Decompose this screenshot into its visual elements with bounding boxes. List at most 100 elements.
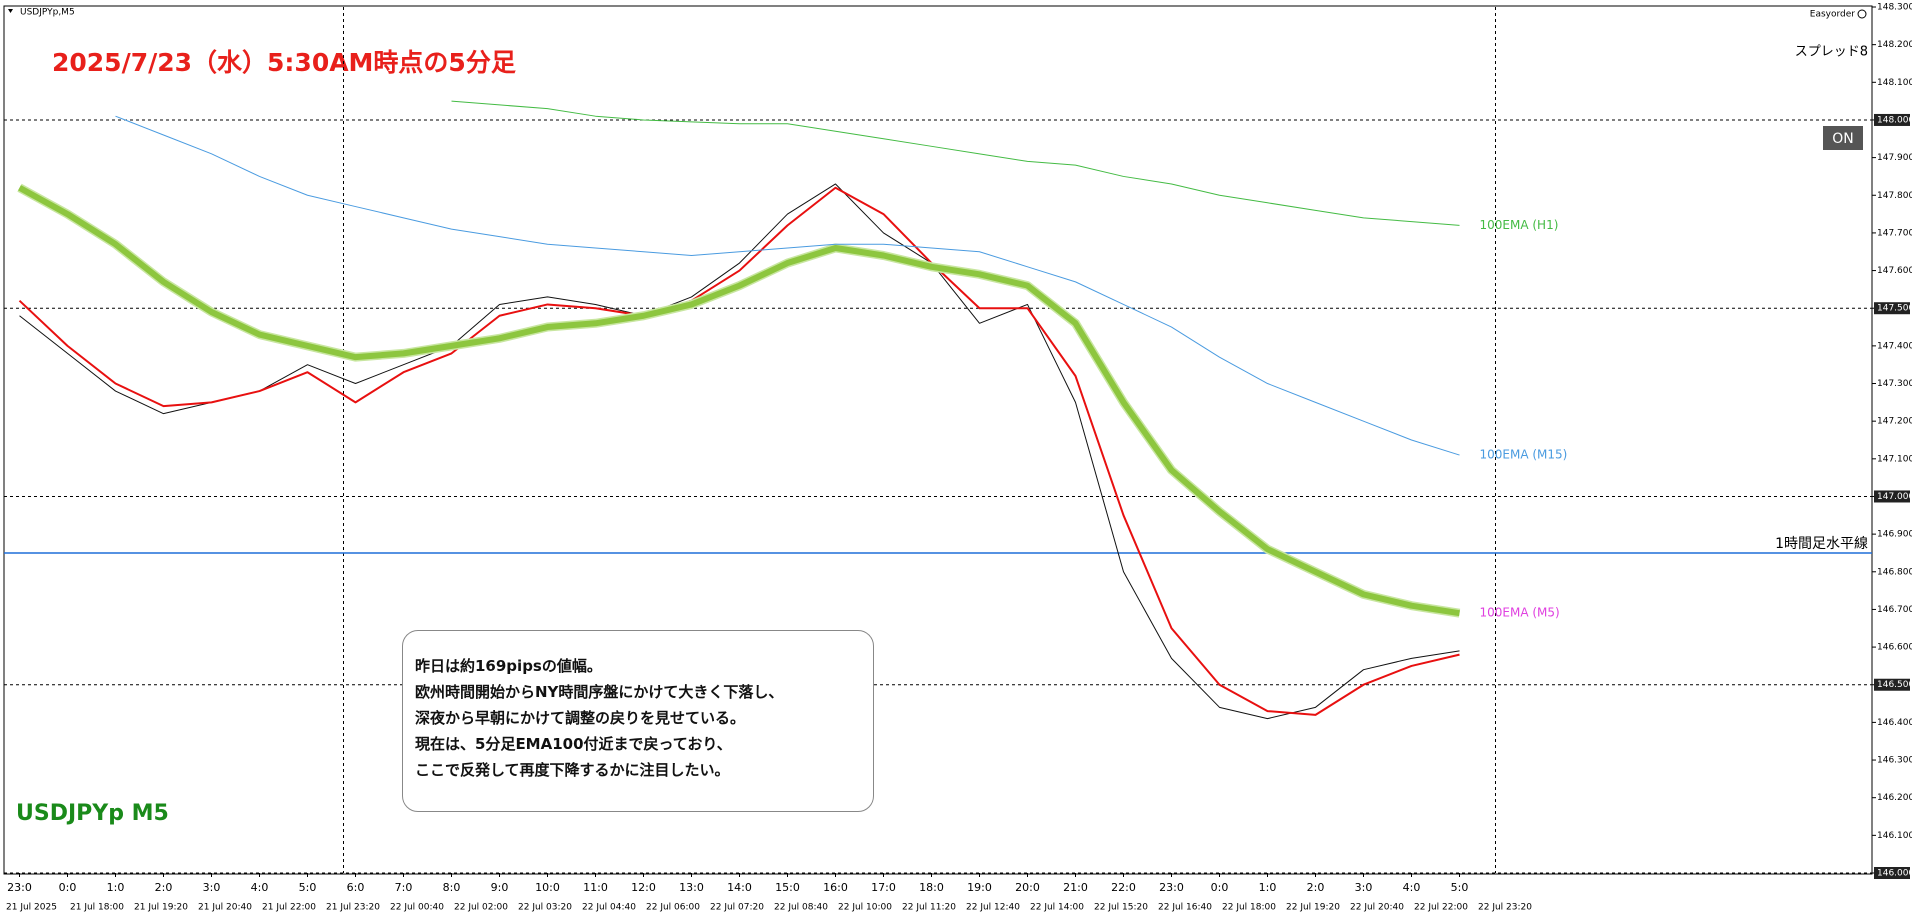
hline-label: 1時間足水平線 <box>1775 536 1868 552</box>
y-tick-label: 146.500 <box>1877 680 1912 690</box>
series-line <box>115 115 1460 456</box>
series-label: 100EMA (M15) <box>1480 448 1568 462</box>
x-tick-label: 5:0 <box>299 881 317 894</box>
x-tick-label: 14:0 <box>727 881 752 894</box>
x-tick-label: 23:0 <box>1159 881 1184 894</box>
y-tick-label: 147.200 <box>1877 417 1912 427</box>
x-tick-label: 0:0 <box>1211 881 1229 894</box>
x-tick-label: 13:0 <box>679 881 704 894</box>
x-tick-label: 18:0 <box>919 881 944 894</box>
date-label: 22 Jul 23:20 <box>1478 903 1532 913</box>
date-label: 21 Jul 2025 <box>6 903 57 913</box>
y-tick-box <box>1874 302 1910 315</box>
plot-frame <box>3 5 1873 875</box>
x-tick-label: 5:0 <box>1451 881 1469 894</box>
y-tick-label: 146.900 <box>1877 530 1912 540</box>
x-tick-label: 2:0 <box>155 881 173 894</box>
series-label: 100EMA (M5) <box>1480 606 1560 620</box>
y-tick-label: 147.300 <box>1877 379 1912 389</box>
x-tick-label: 4:0 <box>1403 881 1421 894</box>
x-tick-label: 20:0 <box>1015 881 1040 894</box>
y-tick-label: 146.600 <box>1877 643 1912 653</box>
y-tick-label: 148.300 <box>1877 3 1912 13</box>
x-tick-label: 12:0 <box>631 881 656 894</box>
date-label: 22 Jul 02:00 <box>454 903 508 913</box>
date-label: 22 Jul 00:40 <box>390 903 444 913</box>
y-tick-label: 147.400 <box>1877 341 1912 351</box>
series-line <box>18 185 1460 617</box>
y-tick-label: 146.000 <box>1877 869 1912 879</box>
note-line: ここで反発して再度下降するかに注目したい。 <box>415 761 730 779</box>
x-tick-label: 4:0 <box>251 881 269 894</box>
x-tick-label: 7:0 <box>395 881 413 894</box>
date-label: 22 Jul 18:00 <box>1222 903 1276 913</box>
date-label: 22 Jul 08:40 <box>774 903 828 913</box>
date-label: 22 Jul 22:00 <box>1414 903 1468 913</box>
x-tick-label: 9:0 <box>491 881 509 894</box>
y-tick-label: 147.800 <box>1877 191 1912 201</box>
y-tick-box <box>1874 867 1910 879</box>
y-tick-label: 147.900 <box>1877 153 1912 163</box>
date-label: 22 Jul 11:20 <box>902 903 956 913</box>
date-label: 22 Jul 16:40 <box>1158 903 1212 913</box>
x-tick-label: 1:0 <box>1259 881 1277 894</box>
series-line <box>18 186 1460 716</box>
note-line: 深夜から早朝にかけて調整の戻りを見せている。 <box>415 709 746 727</box>
y-tick-box <box>1874 113 1910 126</box>
x-tick-label: 10:0 <box>535 881 560 894</box>
x-tick-label: 3:0 <box>203 881 221 894</box>
note-line: 昨日は約169pipsの値幅。 <box>415 657 602 675</box>
x-tick-label: 11:0 <box>583 881 608 894</box>
x-tick-label: 16:0 <box>823 881 848 894</box>
y-tick-label: 147.600 <box>1877 266 1912 276</box>
date-label: 22 Jul 04:40 <box>582 903 636 913</box>
series-label: 100EMA (H1) <box>1480 218 1559 232</box>
date-label: 22 Jul 10:00 <box>838 903 892 913</box>
y-tick-label: 146.400 <box>1877 718 1912 728</box>
y-tick-label: 148.100 <box>1877 78 1912 88</box>
date-label: 22 Jul 14:00 <box>1030 903 1084 913</box>
y-tick-box <box>1874 678 1910 691</box>
date-label: 22 Jul 03:20 <box>518 903 572 913</box>
spread-label: スプレッド8 <box>1795 45 1868 60</box>
date-label: 21 Jul 22:00 <box>262 903 316 913</box>
x-tick-label: 3:0 <box>1355 881 1373 894</box>
date-label: 22 Jul 19:20 <box>1286 903 1340 913</box>
date-label: 22 Jul 20:40 <box>1350 903 1404 913</box>
x-tick-label: 23:0 <box>7 881 32 894</box>
y-tick-label: 146.100 <box>1877 831 1912 841</box>
x-tick-label: 19:0 <box>967 881 992 894</box>
menu-icon <box>8 9 13 13</box>
note-line: 現在は、5分足EMA100付近まで戻っており、 <box>415 735 732 753</box>
watermark: USDJPYp M5 <box>16 801 169 826</box>
x-tick-label: 0:0 <box>59 881 77 894</box>
symbol-label: USDJPYp,M5 <box>20 8 75 18</box>
broker-icon <box>1857 9 1867 19</box>
date-label: 22 Jul 07:20 <box>710 903 764 913</box>
y-tick-label: 146.800 <box>1877 567 1912 577</box>
x-tick-label: 15:0 <box>775 881 800 894</box>
note-box: 昨日は約169pipsの値幅。 欧州時間開始からNY時間序盤にかけて大きく下落し、… <box>402 630 874 812</box>
y-tick-label: 147.000 <box>1877 492 1912 502</box>
y-tick-label: 146.300 <box>1877 756 1912 766</box>
date-label: 21 Jul 23:20 <box>326 903 380 913</box>
x-tick-label: 21:0 <box>1063 881 1088 894</box>
y-tick-label: 147.500 <box>1877 304 1912 314</box>
x-tick-label: 8:0 <box>443 881 461 894</box>
y-tick-box <box>1874 490 1910 503</box>
date-label: 22 Jul 06:00 <box>646 903 700 913</box>
date-label: 22 Jul 12:40 <box>966 903 1020 913</box>
y-tick-label: 146.200 <box>1877 793 1912 803</box>
date-label: 21 Jul 19:20 <box>134 903 188 913</box>
on-button-label[interactable]: ON <box>1832 131 1854 147</box>
y-tick-label: 148.000 <box>1877 115 1912 125</box>
date-label: 21 Jul 18:00 <box>70 903 124 913</box>
x-tick-label: 17:0 <box>871 881 896 894</box>
y-tick-label: 148.200 <box>1877 40 1912 50</box>
date-label: 22 Jul 15:20 <box>1094 903 1148 913</box>
x-tick-label: 1:0 <box>107 881 125 894</box>
y-tick-label: 146.700 <box>1877 605 1912 615</box>
on-button[interactable] <box>1823 126 1863 150</box>
